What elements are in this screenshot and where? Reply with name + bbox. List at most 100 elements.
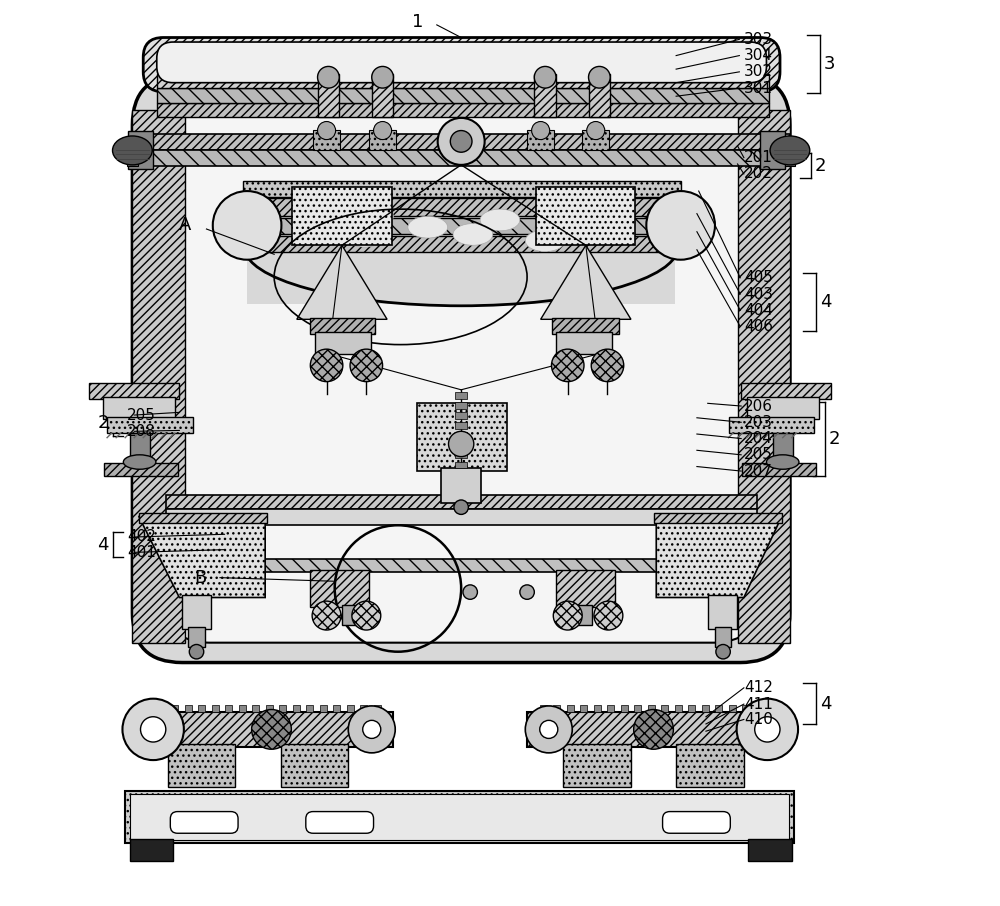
Bar <box>441 468 481 503</box>
Bar <box>166 495 757 509</box>
Circle shape <box>594 601 623 630</box>
Circle shape <box>463 585 477 600</box>
Bar <box>185 705 192 712</box>
Bar <box>455 392 467 399</box>
Bar <box>742 705 749 712</box>
Bar <box>556 332 612 353</box>
Text: 2: 2 <box>97 414 109 432</box>
Circle shape <box>591 349 624 381</box>
Bar <box>582 130 609 149</box>
Bar <box>455 402 467 409</box>
Bar <box>769 705 776 712</box>
FancyBboxPatch shape <box>166 92 757 642</box>
Circle shape <box>318 66 339 88</box>
Bar <box>333 705 340 712</box>
Bar <box>748 839 792 862</box>
Bar <box>534 73 556 117</box>
Bar <box>243 181 681 198</box>
Circle shape <box>589 66 610 88</box>
Circle shape <box>525 706 572 753</box>
Bar <box>128 130 153 169</box>
Bar <box>607 705 614 712</box>
Bar <box>741 382 831 399</box>
Bar <box>634 705 641 712</box>
Bar <box>589 73 610 117</box>
Polygon shape <box>541 246 631 319</box>
Circle shape <box>449 431 474 457</box>
Bar <box>320 705 327 712</box>
Bar <box>130 433 150 464</box>
Bar <box>527 712 789 747</box>
Polygon shape <box>297 246 387 319</box>
Text: 410: 410 <box>744 712 773 727</box>
Bar <box>455 442 467 448</box>
Bar <box>130 839 173 862</box>
Bar <box>89 382 179 399</box>
Bar <box>374 705 381 712</box>
Bar <box>157 88 769 102</box>
Bar <box>540 705 547 712</box>
Circle shape <box>755 717 780 742</box>
Ellipse shape <box>354 206 393 227</box>
Bar <box>243 218 681 235</box>
Bar <box>455 432 467 439</box>
Bar <box>702 705 709 712</box>
Bar <box>293 705 300 712</box>
Circle shape <box>213 191 281 260</box>
Bar <box>313 130 340 149</box>
Polygon shape <box>656 516 782 598</box>
Bar <box>556 571 615 606</box>
FancyBboxPatch shape <box>170 812 238 834</box>
Bar <box>342 604 360 624</box>
Bar <box>104 463 178 476</box>
Text: 411: 411 <box>744 697 773 711</box>
Circle shape <box>350 349 383 381</box>
Text: 1: 1 <box>412 14 423 31</box>
Text: 2: 2 <box>814 157 826 175</box>
Bar <box>266 705 273 712</box>
Circle shape <box>363 720 381 738</box>
Polygon shape <box>139 516 265 598</box>
Text: 205: 205 <box>127 408 156 422</box>
Text: 2: 2 <box>829 429 840 448</box>
Circle shape <box>348 706 395 753</box>
Bar <box>747 397 819 419</box>
Bar <box>675 705 682 712</box>
Bar <box>315 332 371 353</box>
FancyBboxPatch shape <box>132 75 790 662</box>
Text: 303: 303 <box>744 32 773 47</box>
Bar <box>372 73 393 117</box>
Bar <box>563 744 631 787</box>
Bar <box>455 412 467 419</box>
Text: 301: 301 <box>744 81 773 96</box>
Text: 401: 401 <box>127 545 156 560</box>
Text: 4: 4 <box>820 294 831 311</box>
Circle shape <box>716 644 730 659</box>
Circle shape <box>587 121 605 140</box>
Text: 403: 403 <box>744 286 773 302</box>
Bar <box>455 422 467 429</box>
Bar <box>252 705 259 712</box>
Ellipse shape <box>453 224 493 246</box>
Circle shape <box>450 130 472 152</box>
Bar <box>621 705 628 712</box>
Bar <box>708 595 737 629</box>
Bar <box>212 705 219 712</box>
Circle shape <box>551 349 584 381</box>
Circle shape <box>252 709 291 749</box>
Text: 205: 205 <box>744 448 773 462</box>
Bar <box>661 705 668 712</box>
Bar <box>157 73 769 88</box>
Text: 204: 204 <box>744 431 773 446</box>
Circle shape <box>634 709 673 749</box>
Ellipse shape <box>408 217 448 238</box>
Text: 405: 405 <box>744 270 773 285</box>
Bar <box>567 705 574 712</box>
Bar <box>127 148 138 166</box>
Text: 206: 206 <box>744 399 773 413</box>
Ellipse shape <box>525 230 565 252</box>
Text: 4: 4 <box>97 536 109 554</box>
Text: A: A <box>179 217 191 235</box>
Bar <box>654 513 782 524</box>
Ellipse shape <box>589 207 628 229</box>
